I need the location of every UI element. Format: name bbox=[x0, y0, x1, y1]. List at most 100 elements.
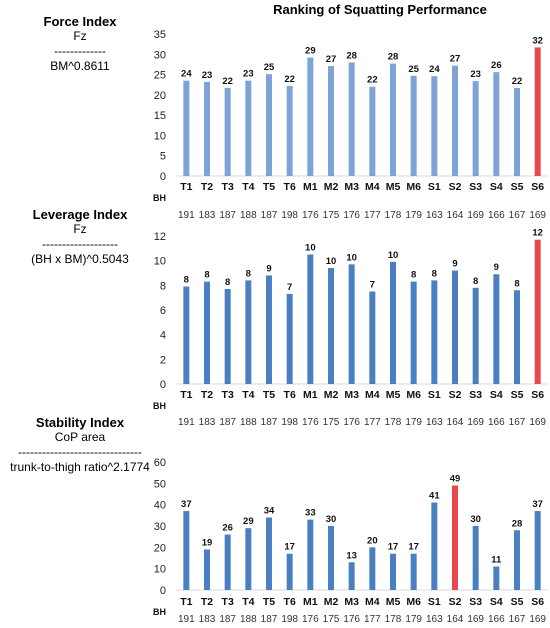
force-category-label: T5 bbox=[263, 181, 275, 193]
stability-bar-s4 bbox=[493, 566, 500, 590]
leverage-bh-value: 183 bbox=[199, 417, 216, 428]
force-bar-m4 bbox=[369, 86, 376, 176]
stability-bh-value: 169 bbox=[529, 614, 546, 625]
stability-index-name: Stability Index bbox=[35, 415, 125, 430]
leverage-bar-t5 bbox=[266, 275, 272, 384]
leverage-category-label: M2 bbox=[324, 389, 339, 401]
leverage-bar-t4 bbox=[245, 280, 252, 384]
stability-index-denominator: trunk-to-thigh ratio^2.1774 bbox=[10, 460, 150, 474]
stability-bar-t4 bbox=[245, 528, 252, 590]
leverage-bar-m4 bbox=[369, 291, 376, 384]
leverage-category-label: S5 bbox=[511, 389, 524, 401]
leverage-category-label: S6 bbox=[531, 389, 544, 401]
leverage-bh-value: 198 bbox=[281, 417, 298, 428]
force-data-label: 27 bbox=[450, 54, 461, 65]
force-bh-value: 177 bbox=[364, 210, 381, 221]
stability-category-label: M4 bbox=[365, 596, 380, 608]
stability-index-rule: ------------------------------- bbox=[18, 445, 142, 459]
stability-category-label: M1 bbox=[303, 596, 318, 608]
force-ytick-label: 15 bbox=[154, 110, 166, 122]
force-bar-t6 bbox=[286, 85, 293, 176]
stability-category-label: S2 bbox=[449, 596, 462, 608]
stability-category-label: M5 bbox=[386, 596, 401, 608]
force-data-label: 27 bbox=[326, 54, 337, 65]
force-bh-value: 187 bbox=[261, 210, 278, 221]
stability-bh-value: 175 bbox=[323, 614, 340, 625]
leverage-index-rule: ------------------- bbox=[42, 237, 118, 251]
stability-data-label: 20 bbox=[367, 535, 378, 546]
leverage-data-label: 12 bbox=[532, 228, 543, 239]
stability-bh-value: 178 bbox=[385, 614, 402, 625]
force-data-label: 22 bbox=[512, 76, 523, 87]
force-data-label: 32 bbox=[532, 35, 543, 46]
force-data-label: 28 bbox=[346, 50, 357, 61]
force-bar-t1 bbox=[183, 80, 190, 176]
force-bh-value: 188 bbox=[240, 210, 257, 221]
stability-data-label: 33 bbox=[305, 508, 316, 519]
leverage-bh-value: 179 bbox=[405, 417, 422, 428]
stability-category-label: T4 bbox=[242, 596, 254, 608]
stability-data-label: 30 bbox=[470, 514, 481, 525]
leverage-bar-s6 bbox=[534, 239, 541, 384]
stability-category-label: T5 bbox=[263, 596, 275, 608]
force-ytick-label: 25 bbox=[154, 70, 166, 82]
leverage-bh-value: 175 bbox=[323, 417, 340, 428]
stability-data-label: 13 bbox=[346, 550, 357, 561]
force-category-label: M4 bbox=[365, 181, 380, 193]
leverage-data-label: 10 bbox=[346, 252, 357, 263]
leverage-bar-s1 bbox=[431, 280, 438, 384]
force-bar-t2 bbox=[204, 81, 210, 176]
force-category-label: T6 bbox=[284, 181, 296, 193]
leverage-bh-value: 163 bbox=[426, 417, 443, 428]
stability-data-label: 28 bbox=[512, 518, 523, 529]
force-data-label: 24 bbox=[181, 69, 192, 80]
stability-category-label: S1 bbox=[428, 596, 441, 608]
stability-category-label: M2 bbox=[324, 596, 339, 608]
stability-bar-m2 bbox=[328, 526, 334, 590]
force-index-formula: Force Index Fz ------------- BM^0.8611 bbox=[0, 14, 160, 74]
force-bh-value: 169 bbox=[467, 210, 484, 221]
stability-bh-value: 191 bbox=[178, 614, 195, 625]
force-category-label: T3 bbox=[222, 181, 234, 193]
leverage-data-label: 8 bbox=[225, 277, 230, 288]
force-bar-t3 bbox=[224, 87, 231, 176]
leverage-bh-value: 164 bbox=[447, 417, 464, 428]
stability-bh-value: 179 bbox=[405, 614, 422, 625]
stability-bar-s3 bbox=[472, 526, 479, 590]
force-bh-value: 179 bbox=[405, 210, 422, 221]
stability-bar-s2 bbox=[452, 485, 458, 590]
leverage-data-label: 10 bbox=[326, 256, 337, 267]
force-category-label: S3 bbox=[469, 181, 482, 193]
stability-category-label: S6 bbox=[531, 596, 544, 608]
force-data-label: 23 bbox=[243, 69, 254, 80]
stability-ytick-label: 30 bbox=[154, 521, 166, 533]
force-data-label: 24 bbox=[429, 64, 440, 75]
stability-bar-m4 bbox=[369, 547, 376, 590]
force-category-label: T1 bbox=[180, 181, 192, 193]
leverage-bh-value: 177 bbox=[364, 417, 381, 428]
force-bar-m6 bbox=[410, 75, 417, 176]
stability-ytick-label: 40 bbox=[154, 500, 166, 512]
stability-data-label: 17 bbox=[284, 542, 295, 553]
chart-main-title: Ranking of Squatting Performance bbox=[273, 2, 487, 17]
leverage-index-formula: Leverage Index Fz ------------------- (B… bbox=[0, 207, 160, 267]
force-bh-value: 191 bbox=[178, 210, 195, 221]
force-category-label: S2 bbox=[449, 181, 462, 193]
stability-category-label: T3 bbox=[222, 596, 234, 608]
leverage-category-label: S1 bbox=[428, 389, 441, 401]
stability-bar-t1 bbox=[183, 511, 190, 590]
force-data-label: 26 bbox=[491, 60, 502, 71]
force-category-label: T4 bbox=[242, 181, 254, 193]
leverage-bar-t6 bbox=[286, 293, 293, 384]
leverage-category-label: T6 bbox=[284, 389, 296, 401]
leverage-index-numerator: Fz bbox=[73, 222, 87, 236]
stability-ytick-label: 0 bbox=[160, 585, 166, 597]
leverage-bh-value: 169 bbox=[529, 417, 546, 428]
leverage-ytick-label: 2 bbox=[160, 354, 166, 366]
stability-data-label: 17 bbox=[388, 542, 399, 553]
stability-bh-value: 166 bbox=[488, 614, 505, 625]
stability-bh-value: 187 bbox=[219, 614, 236, 625]
leverage-bh-value: 166 bbox=[488, 417, 505, 428]
leverage-ytick-label: 6 bbox=[160, 305, 166, 317]
stability-index-formula: Stability Index CoP area ---------------… bbox=[0, 415, 160, 475]
